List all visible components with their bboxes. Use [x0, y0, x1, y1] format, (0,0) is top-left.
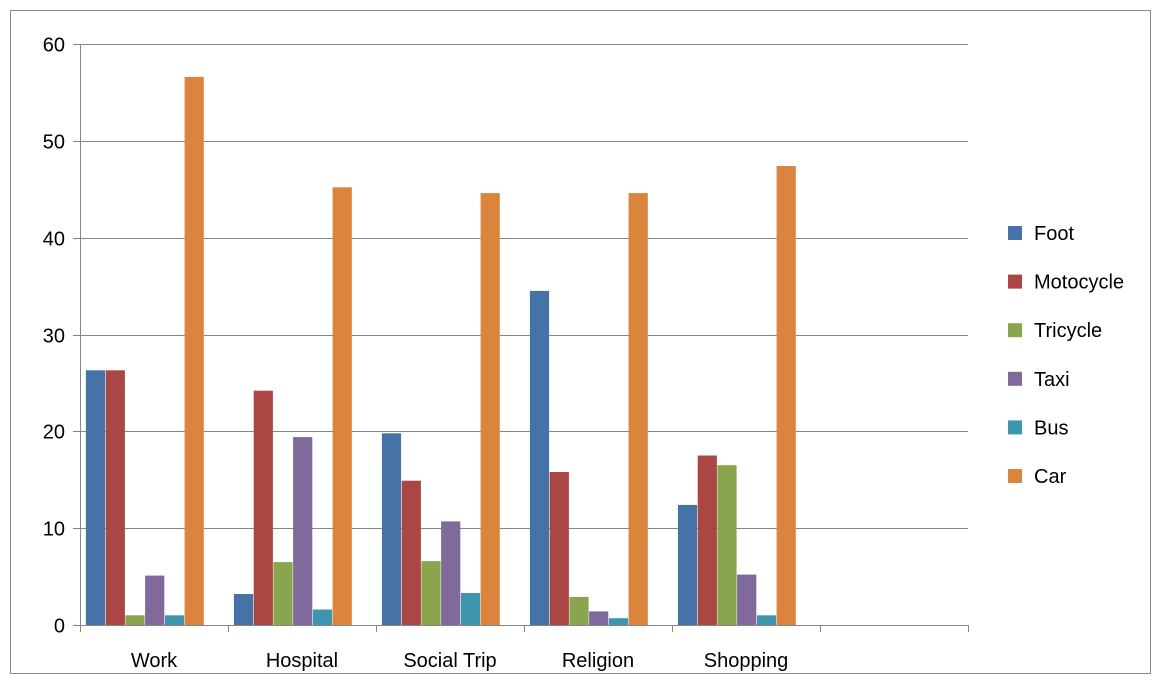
- bar-tricycle-social-trip: [421, 561, 441, 625]
- bar-tricycle-religion: [569, 596, 589, 625]
- bar-car-religion: [628, 193, 648, 625]
- legend-swatch-car: [1008, 469, 1022, 483]
- bar-taxi-work: [145, 575, 165, 625]
- bar-foot-hospital: [233, 594, 254, 625]
- legend-label-foot: Foot: [1034, 223, 1074, 245]
- bar-taxi-shopping: [737, 574, 757, 625]
- bar-taxi-hospital: [293, 437, 313, 625]
- y-tick-label: 50: [43, 132, 65, 154]
- legend-swatch-bus: [1008, 420, 1022, 435]
- bar-motocycle-social-trip: [401, 480, 421, 625]
- x-tick-label: Shopping: [704, 650, 789, 672]
- bar-car-work: [184, 76, 204, 625]
- x-tick-label: Religion: [562, 650, 634, 672]
- x-tick-label: Social Trip: [403, 650, 496, 672]
- gridlines: [80, 44, 968, 626]
- bar-motocycle-hospital: [253, 390, 273, 625]
- bar-motocycle-religion: [549, 472, 569, 625]
- legend-swatch-motocycle: [1008, 274, 1022, 289]
- y-tick-label: 40: [43, 229, 65, 251]
- bar-foot-social-trip: [381, 433, 402, 625]
- legend-swatch-foot: [1008, 226, 1022, 240]
- bar-tricycle-hospital: [273, 562, 293, 625]
- bar-taxi-religion: [589, 611, 609, 625]
- bar-bus-work: [164, 615, 185, 625]
- bar-tricycle-shopping: [717, 465, 737, 625]
- bar-taxi-social-trip: [441, 521, 461, 625]
- bars: [85, 76, 796, 626]
- legend-label-tricycle: Tricycle: [1034, 320, 1102, 342]
- chart-border: [10, 10, 1151, 674]
- legend-swatch-tricycle: [1008, 323, 1022, 338]
- legend-label-taxi: Taxi: [1034, 369, 1070, 391]
- axes: 0 10 20 30 40 50 60 Work Hospital Social Trip Reli…: [43, 35, 969, 672]
- y-tick-label: 30: [43, 326, 65, 348]
- bar-tricycle-work: [125, 615, 145, 625]
- y-tick-label: 60: [43, 35, 65, 57]
- legend: Foot Motocycle Tricycle Taxi Bus Car: [1008, 223, 1124, 488]
- bar-bus-religion: [608, 618, 629, 625]
- y-tick-label: 0: [54, 616, 65, 638]
- bar-motocycle-shopping: [697, 455, 717, 625]
- y-tick-label: 20: [43, 422, 65, 444]
- y-tick-label: 10: [43, 519, 65, 541]
- bar-foot-work: [85, 370, 106, 625]
- legend-swatch-taxi: [1008, 371, 1022, 386]
- legend-label-bus: Bus: [1034, 417, 1068, 439]
- bar-bus-hospital: [312, 609, 333, 625]
- bar-car-shopping: [776, 166, 796, 625]
- bar-foot-religion: [529, 290, 550, 625]
- x-tick-label: Hospital: [266, 650, 338, 672]
- x-tick-label: Work: [131, 650, 178, 672]
- bar-motocycle-work: [105, 370, 125, 625]
- bar-car-social-trip: [480, 193, 500, 625]
- bar-bus-social-trip: [460, 593, 481, 625]
- bar-car-hospital: [332, 187, 352, 626]
- legend-label-car: Car: [1034, 466, 1067, 488]
- bar-bus-shopping: [756, 615, 777, 625]
- legend-label-motocycle: Motocycle: [1034, 272, 1124, 294]
- bar-foot-shopping: [677, 504, 698, 625]
